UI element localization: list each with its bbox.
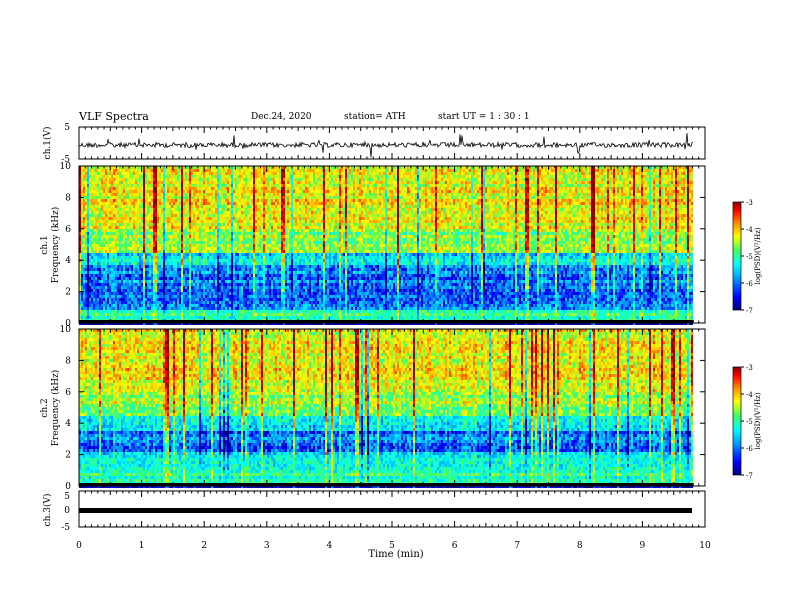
colorbar-ch1: -3 -4 -5 -6 -7 log(PSD)(V²/Hz) [733,199,762,315]
colorbar-tick-label: -7 [746,472,753,480]
xtick-label: 2 [201,541,207,551]
xtick-label: 6 [452,541,458,551]
xtick-label: 3 [264,541,270,551]
colorbar-tick-label: -3 [746,364,753,372]
ytick-label: 4 [65,256,71,266]
panel-ch2-spectrogram: 0 2 4 6 8 10 ch.2 Frequency (kHz) [40,325,705,492]
ch3-ytick-middle: 0 [64,506,70,516]
ch1-spectrogram-ylabel-channel: ch.1 [40,235,50,254]
colorbar-ch1-ticks: -3 -4 -5 -6 -7 [741,199,753,315]
xtick-label: 0 [76,541,82,551]
ytick-label: 0 [65,482,71,492]
ch3-ytick-top: 5 [64,492,70,502]
colorbar-tick-label: -3 [746,199,753,207]
colorbar-ch1-gradient [733,202,741,310]
ch2-spectrogram-ylabel-channel: ch.2 [40,398,50,417]
colorbar-tick-label: -5 [746,253,753,261]
colorbar-ch2-label: log(PSD)(V²/Hz) [754,392,762,449]
ytick-label: 2 [65,288,71,298]
ytick-label: 8 [65,193,71,203]
ch3-waveform-ylabel: ch.3(V) [42,494,53,527]
colorbar-ch2: -3 -4 -5 -6 -7 log(PSD)(V²/Hz) [733,364,762,480]
colorbar-tick-label: -5 [746,418,753,426]
ch1-spectrogram-image [79,166,694,325]
ytick-label: 8 [65,356,71,366]
ytick-label: 6 [65,388,71,398]
colorbar-tick-label: -6 [746,445,753,453]
ytick-label: 10 [60,325,72,335]
ytick-label: 6 [65,225,71,235]
ch1-ytick-top: 5 [64,123,70,133]
ytick-label: 2 [65,451,71,461]
colorbar-tick-label: -6 [746,280,753,288]
ch3-ytick-bottom: -5 [61,523,70,533]
colorbar-tick-label: -4 [746,391,753,399]
xtick-label: 7 [514,541,520,551]
colorbar-ch1-label: log(PSD)(V²/Hz) [754,227,762,284]
ch1-waveform-ylabel: ch.1(V) [42,127,53,160]
ch2-spectrogram-image [79,329,694,488]
ch2-spectrogram-ylabel-frequency: Frequency (kHz) [50,370,61,447]
colorbar-tick-label: -4 [746,226,753,234]
xtick-label: 4 [327,541,333,551]
xtick-label: 10 [699,541,711,551]
xtick-label: 9 [640,541,646,551]
xtick-label: 8 [577,541,583,551]
ch3-waveform-line [79,508,692,513]
colorbar-tick-label: -7 [746,307,753,315]
ytick-label: 10 [60,162,72,172]
ch1-spectrogram-ylabel-frequency: Frequency (kHz) [50,207,61,284]
colorbar-ch2-gradient [733,367,741,475]
colorbar-ch2-ticks: -3 -4 -5 -6 -7 [741,364,753,480]
ytick-label: 4 [65,419,71,429]
x-axis-label: Time (min) [368,549,423,560]
xtick-label: 1 [139,541,145,551]
